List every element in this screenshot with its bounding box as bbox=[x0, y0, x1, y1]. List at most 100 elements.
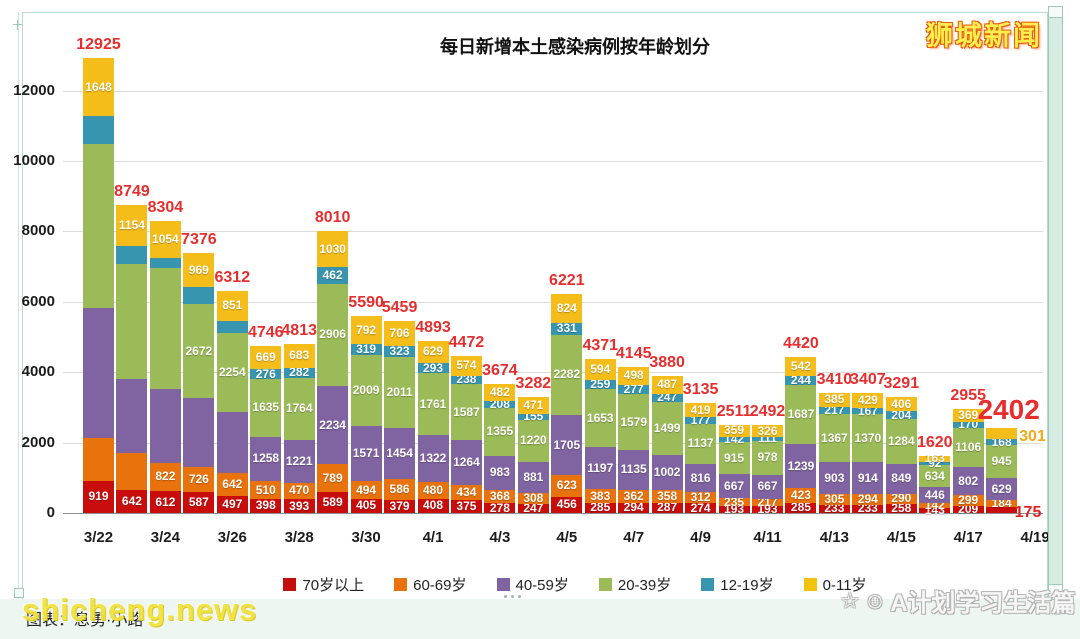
horizontal-scrollbar-handle[interactable] bbox=[504, 593, 544, 599]
bar-segment bbox=[417, 362, 449, 374]
segment-value-label: 299 bbox=[958, 492, 979, 507]
bar-segment bbox=[149, 388, 181, 463]
segment-value-label: 482 bbox=[489, 384, 510, 399]
segment-value-label: 285 bbox=[590, 500, 611, 515]
bar-segment bbox=[283, 499, 315, 513]
y-axis-tick-label: 2000 bbox=[21, 433, 55, 451]
bar-segment bbox=[216, 290, 248, 321]
bar-segment bbox=[283, 367, 315, 378]
segment-value-label: 2906 bbox=[319, 327, 346, 342]
bar-segment bbox=[852, 393, 884, 409]
segment-value-label: 277 bbox=[623, 382, 644, 396]
segment-value-label: 429 bbox=[857, 393, 878, 408]
segment-value-label: 247 bbox=[523, 501, 544, 516]
segment-value-label: 434 bbox=[456, 484, 477, 499]
bar-segment bbox=[216, 333, 248, 413]
segment-value-label: 419 bbox=[690, 402, 711, 417]
segment-value-label: 945 bbox=[991, 454, 1012, 469]
bar-segment bbox=[584, 389, 616, 448]
segment-value-label: 480 bbox=[422, 482, 444, 497]
vertical-scrollbar[interactable] bbox=[1048, 6, 1063, 600]
bar-segment bbox=[752, 440, 783, 476]
segment-value-label: 1030 bbox=[319, 241, 346, 256]
bar-segment bbox=[752, 425, 783, 437]
frame-corner-handle-icon bbox=[13, 20, 23, 30]
bar-segment bbox=[417, 373, 449, 436]
bar-segment bbox=[484, 407, 516, 456]
bar-segment bbox=[685, 402, 717, 418]
bar-segment bbox=[618, 394, 650, 450]
bar-segment bbox=[986, 428, 1018, 440]
bar-segment bbox=[350, 344, 382, 356]
y-axis-tick-label: 0 bbox=[46, 504, 55, 521]
segment-value-label: 247 bbox=[657, 390, 678, 405]
segment-value-label: 726 bbox=[188, 472, 209, 487]
x-axis-tick-label: 4/15 bbox=[886, 529, 916, 546]
bar-total-label: 3135 bbox=[682, 380, 719, 398]
bar-segment bbox=[885, 411, 917, 419]
bar-total-label: 12925 bbox=[76, 36, 121, 54]
bar-total-label: 4371 bbox=[582, 337, 619, 355]
bar-segment bbox=[484, 400, 516, 408]
segment-value-label: 446 bbox=[924, 487, 945, 502]
x-axis-tick-label: 4/19 bbox=[1020, 529, 1050, 546]
segment-value-label-below: 175 bbox=[1014, 504, 1042, 521]
bar-segment bbox=[317, 267, 349, 284]
bar-segment bbox=[852, 462, 884, 495]
legend-swatch-icon bbox=[803, 578, 817, 591]
segment-value-label: 235 bbox=[724, 494, 745, 509]
bar-segment bbox=[618, 384, 650, 395]
segment-value-label: 393 bbox=[289, 498, 310, 513]
bar-segment bbox=[183, 466, 215, 493]
scrollbar-bottom-handle[interactable] bbox=[1048, 584, 1063, 600]
segment-value-label: 1499 bbox=[653, 421, 681, 436]
bar-segment bbox=[417, 498, 449, 513]
bar-segment bbox=[283, 343, 315, 368]
bar-segment bbox=[317, 385, 349, 465]
x-axis-tick-label: 4/7 bbox=[623, 529, 645, 546]
bar-segment bbox=[384, 427, 416, 480]
segment-value-label: 587 bbox=[188, 495, 209, 510]
segment-value-label: 358 bbox=[657, 489, 678, 504]
segment-value-label: 1370 bbox=[854, 430, 882, 445]
bar-segment bbox=[584, 489, 616, 503]
bar-segment bbox=[618, 367, 650, 385]
bar-segment bbox=[83, 438, 114, 481]
segment-value-label: 586 bbox=[389, 481, 410, 496]
bar-segment bbox=[317, 492, 349, 513]
x-axis-tick-label: 4/13 bbox=[819, 529, 849, 546]
bar-segment bbox=[986, 444, 1018, 479]
x-axis-tick-label: 4/17 bbox=[953, 529, 983, 546]
bar-total-label: 2511 bbox=[716, 402, 752, 420]
bar-segment bbox=[350, 426, 382, 482]
legend-label: 70岁以上 bbox=[302, 577, 365, 594]
segment-value-label: 542 bbox=[790, 359, 811, 374]
segment-value-label: 1687 bbox=[787, 407, 815, 422]
bar-segment bbox=[785, 502, 817, 513]
legend-item: 60-69岁 bbox=[394, 574, 467, 595]
bar-segment bbox=[83, 480, 114, 513]
segment-value-label: 1264 bbox=[453, 454, 480, 469]
bar-segment bbox=[450, 499, 482, 513]
legend-label: 60-69岁 bbox=[413, 577, 467, 594]
bar-segment bbox=[450, 384, 482, 441]
y-axis-tick-label: 12000 bbox=[13, 81, 55, 99]
segment-value-label: 326 bbox=[757, 423, 778, 438]
segment-value-label: 1635 bbox=[252, 400, 280, 415]
segment-value-label: 1587 bbox=[453, 404, 480, 419]
smiley-icon: ☺ bbox=[863, 587, 887, 613]
bar-segment bbox=[216, 495, 248, 513]
segment-value-label: 494 bbox=[356, 482, 377, 497]
legend-swatch-icon bbox=[496, 578, 510, 591]
segment-value-label: 470 bbox=[289, 483, 310, 498]
segment-value-label: 233 bbox=[824, 501, 845, 516]
bar-segment bbox=[517, 414, 549, 420]
bar-segment bbox=[149, 491, 181, 513]
segment-value-label: 1322 bbox=[419, 450, 447, 465]
segment-value-label: 1761 bbox=[419, 396, 447, 411]
segment-value-label: 1367 bbox=[821, 430, 848, 445]
segment-value-label: 1355 bbox=[486, 424, 514, 439]
segment-value-label: 706 bbox=[389, 325, 410, 340]
bar-total-label: 7376 bbox=[181, 231, 217, 249]
legend-swatch-icon bbox=[598, 578, 612, 591]
